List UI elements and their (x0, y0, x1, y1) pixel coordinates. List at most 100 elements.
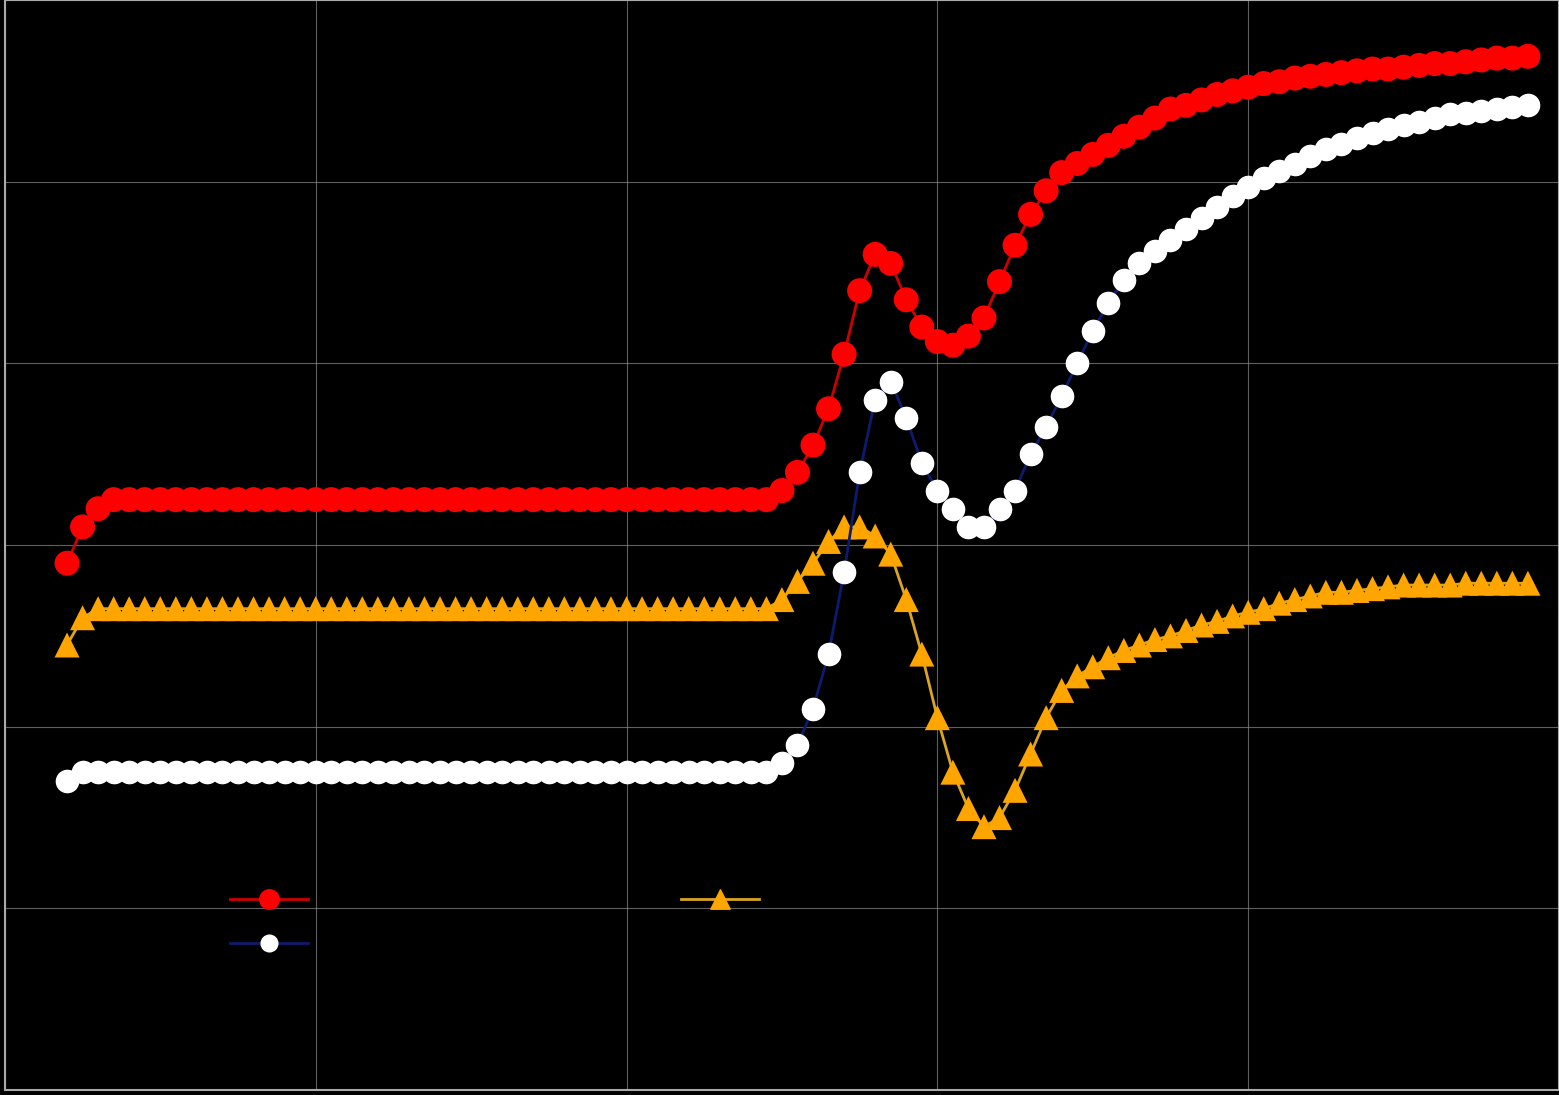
Point (847, 281, 871, 299)
Point (521, 763, 546, 781)
Point (661, 600, 686, 618)
Point (86, 600, 111, 618)
Point (195, 600, 220, 618)
Point (117, 491, 142, 508)
Point (956, 518, 981, 535)
Point (815, 532, 840, 550)
Point (831, 564, 856, 581)
Point (1143, 110, 1168, 127)
Point (521, 600, 546, 618)
Point (443, 600, 468, 618)
Point (1344, 129, 1369, 147)
Point (210, 600, 235, 618)
Point (349, 491, 374, 508)
Point (661, 763, 686, 781)
Point (1112, 642, 1137, 659)
Point (567, 600, 592, 618)
Point (1437, 576, 1462, 593)
Point (661, 491, 686, 508)
Point (847, 463, 871, 481)
Point (1375, 120, 1400, 138)
Point (458, 763, 483, 781)
Point (257, 600, 282, 618)
Point (755, 763, 780, 781)
Point (1205, 198, 1230, 216)
Point (1018, 746, 1043, 763)
Point (1190, 616, 1214, 634)
Point (1205, 85, 1230, 103)
Point (334, 763, 359, 781)
Point (490, 600, 514, 618)
Point (474, 763, 499, 781)
Point (1313, 584, 1338, 601)
Point (567, 491, 592, 508)
Point (1158, 627, 1183, 645)
Point (1143, 631, 1168, 648)
Point (770, 482, 795, 499)
Point (630, 491, 655, 508)
Point (847, 518, 871, 535)
Point (412, 491, 437, 508)
Point (133, 491, 157, 508)
Point (1065, 667, 1090, 684)
Point (365, 763, 390, 781)
Point (987, 809, 1012, 827)
Point (1080, 322, 1105, 339)
Point (458, 491, 483, 508)
Point (1328, 64, 1353, 81)
Point (1391, 116, 1416, 134)
Point (1313, 140, 1338, 158)
Point (739, 763, 764, 781)
Point (893, 291, 918, 309)
Point (1112, 127, 1137, 145)
Point (770, 754, 795, 772)
Point (1267, 162, 1292, 180)
Point (1267, 73, 1292, 91)
Point (1328, 584, 1353, 601)
Point (956, 799, 981, 817)
Point (179, 491, 204, 508)
Point (1080, 658, 1105, 676)
Point (195, 763, 220, 781)
Point (971, 309, 996, 326)
Point (365, 600, 390, 618)
Point (1049, 388, 1074, 405)
Point (474, 491, 499, 508)
Point (971, 818, 996, 835)
Point (831, 346, 856, 364)
Point (302, 763, 327, 781)
Point (645, 600, 670, 618)
Point (800, 554, 825, 572)
Point (909, 319, 934, 336)
Point (940, 500, 965, 518)
Point (1484, 49, 1509, 67)
Point (380, 491, 405, 508)
Point (288, 763, 313, 781)
Point (70, 763, 95, 781)
Point (427, 491, 452, 508)
Point (645, 763, 670, 781)
Point (614, 600, 639, 618)
Point (1252, 600, 1277, 618)
Point (427, 600, 452, 618)
Point (101, 600, 126, 618)
Point (1422, 576, 1447, 593)
Point (552, 600, 577, 618)
Point (692, 600, 717, 618)
Point (708, 600, 733, 618)
Point (226, 491, 251, 508)
Point (380, 763, 405, 781)
Point (86, 763, 111, 781)
Point (1515, 575, 1540, 592)
Point (1437, 55, 1462, 72)
Point (242, 600, 267, 618)
Point (692, 491, 717, 508)
Point (987, 273, 1012, 290)
Point (878, 545, 903, 563)
Point (1267, 595, 1292, 612)
Point (1034, 182, 1059, 199)
Point (1018, 206, 1043, 223)
Point (536, 763, 561, 781)
Point (1313, 66, 1338, 83)
Point (1359, 580, 1384, 598)
